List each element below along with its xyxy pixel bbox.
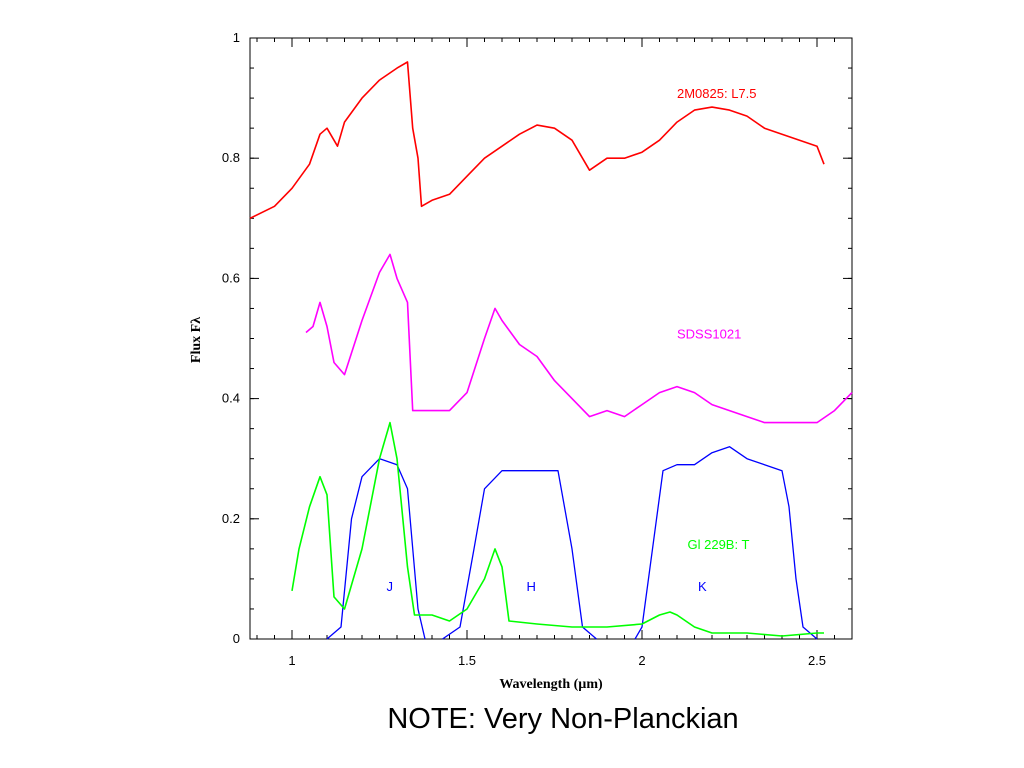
filter-line-j bbox=[326, 458, 426, 640]
y-tick-label: 0.4 bbox=[222, 391, 240, 406]
series-line-sdss1021 bbox=[305, 253, 853, 424]
spectra-chart: 0 0.2 0.4 0.6 0.8 1 1 1.5 2 2.5 2M0825: L7.5 SDSS1… bbox=[189, 30, 853, 692]
y-tick-label: 0.6 bbox=[222, 270, 240, 285]
x-tick-label: 1.5 bbox=[458, 653, 476, 668]
x-tick-label: 2.5 bbox=[808, 653, 826, 668]
annotation-layer: 2M0825: L7.5 SDSS1021 Gl 229B: T J H K bbox=[387, 86, 757, 594]
y-tick-label: 1 bbox=[233, 30, 240, 45]
x-tick-label: 1 bbox=[288, 653, 295, 668]
series-line-2m0825-l7-5 bbox=[249, 61, 825, 220]
annotation-h: H bbox=[527, 579, 536, 594]
y-tick-label: 0.8 bbox=[222, 150, 240, 165]
annotation-sdss1021: SDSS1021 bbox=[677, 327, 741, 342]
annotation-k: K bbox=[698, 579, 707, 594]
y-axis-label: Flux Fλ bbox=[189, 317, 204, 363]
y-tick-label: 0.2 bbox=[222, 511, 240, 526]
filter-line-h bbox=[442, 470, 597, 640]
y-tick-label: 0 bbox=[233, 631, 240, 646]
x-axis-label: Wavelength (µm) bbox=[499, 677, 603, 692]
x-tick-label: 2 bbox=[638, 653, 645, 668]
annotation-j: J bbox=[387, 579, 394, 594]
slide-caption: NOTE: Very Non-Planckian bbox=[387, 703, 739, 735]
filter-line-k bbox=[634, 446, 818, 640]
series-line-gl-229b-t bbox=[291, 421, 824, 637]
annotation-gl-229b-t: Gl 229B: T bbox=[688, 537, 750, 552]
axis-ticks: 0 0.2 0.4 0.6 0.8 1 1 1.5 2 2.5 bbox=[222, 30, 853, 668]
series-layer bbox=[249, 61, 853, 640]
annotation-2m0825-l7-5: 2M0825: L7.5 bbox=[677, 86, 757, 101]
